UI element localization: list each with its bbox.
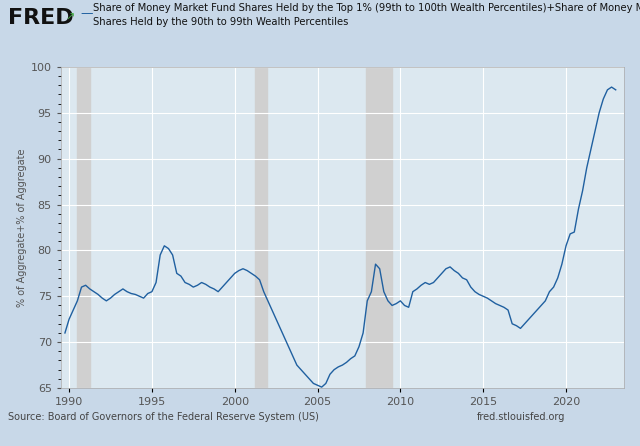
Bar (77, 67, 90, 388)
Text: fred.stlouisfed.org: fred.stlouisfed.org (477, 412, 565, 422)
Y-axis label: % of Aggregate+% of Aggregate: % of Aggregate+% of Aggregate (17, 148, 27, 307)
Text: ↗: ↗ (66, 12, 76, 22)
Bar (255, 67, 266, 388)
Text: —: — (81, 7, 93, 20)
Text: Share of Money Market Fund Shares Held by the Top 1% (99th to 100th Wealth Perce: Share of Money Market Fund Shares Held b… (93, 4, 640, 27)
Text: Source: Board of Governors of the Federal Reserve System (US): Source: Board of Governors of the Federa… (8, 412, 319, 422)
Bar (366, 67, 392, 388)
Text: FRED: FRED (8, 8, 74, 28)
